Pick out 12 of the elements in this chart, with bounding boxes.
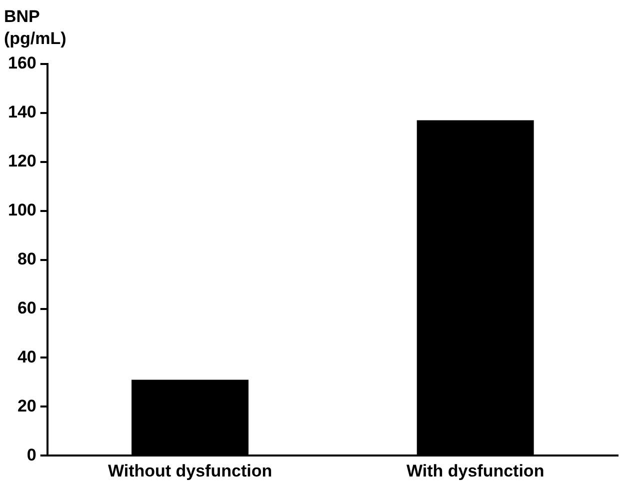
x-tick-label: With dysfunction	[406, 461, 544, 480]
y-tick-label: 120	[8, 152, 36, 171]
y-tick-label: 80	[17, 249, 36, 268]
y-tick-label: 140	[8, 102, 36, 122]
y-tick-label: 100	[8, 200, 36, 220]
x-tick-label: Without dysfunction	[108, 461, 272, 480]
y-tick-label: 60	[17, 298, 36, 318]
y-tick-label: 20	[17, 396, 36, 416]
y-axis-title: BNP (pg/mL)	[4, 6, 68, 50]
y-tick-label: 0	[26, 445, 36, 464]
y-tick-label: 40	[17, 347, 36, 366]
y-tick-label: 160	[8, 54, 36, 73]
